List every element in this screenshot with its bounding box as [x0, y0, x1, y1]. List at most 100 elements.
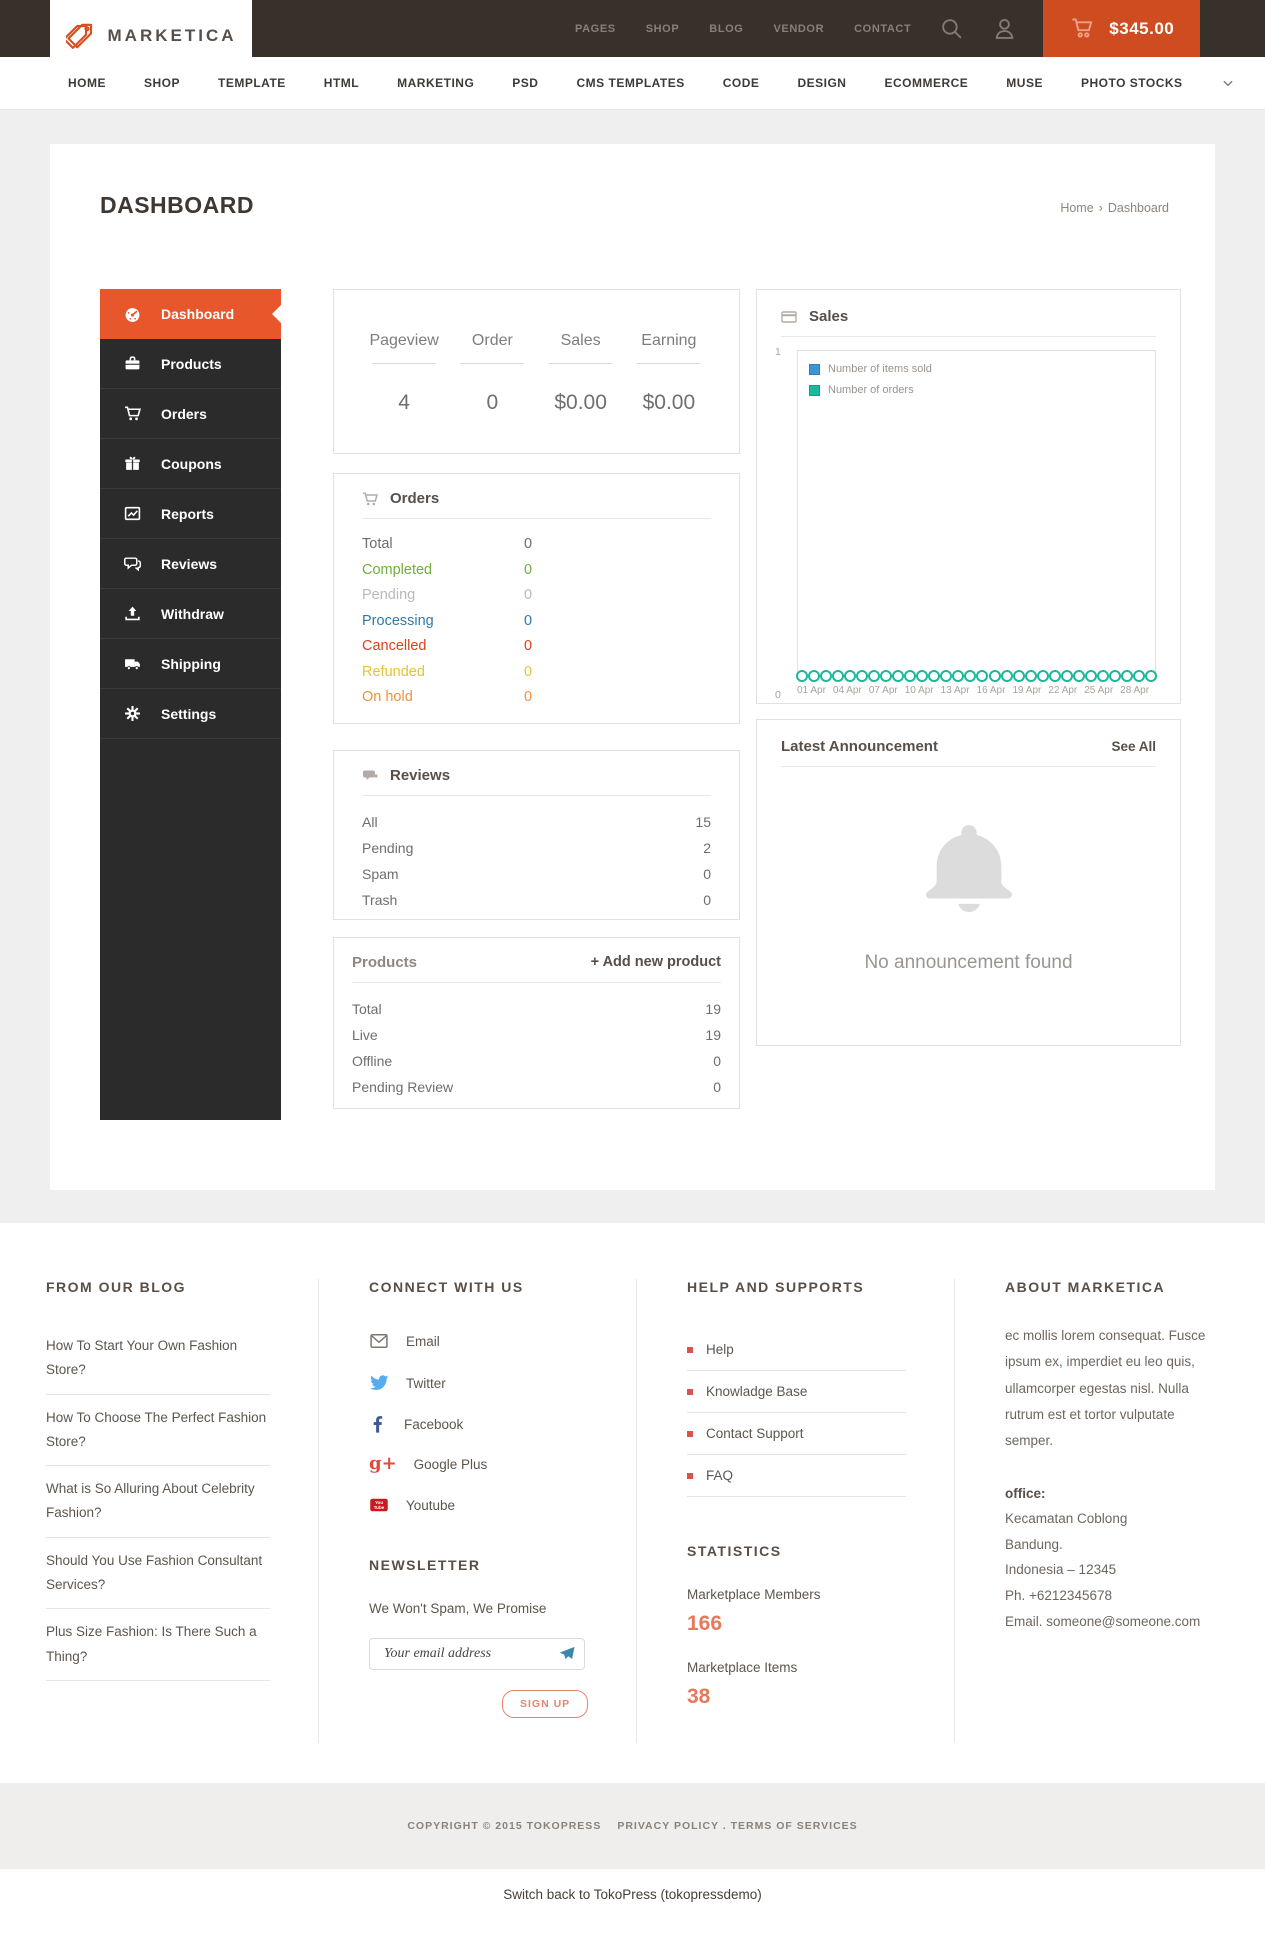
topbar-link-pages[interactable]: PAGES [575, 22, 616, 35]
social-label: Youtube [406, 1497, 456, 1513]
blog-post-link[interactable]: How To Choose The Perfect Fashion Store? [46, 1395, 270, 1467]
blog-post-link[interactable]: Should You Use Fashion Consultant Servic… [46, 1538, 270, 1610]
footer-column-title: HELP AND SUPPORTS [687, 1279, 865, 1295]
breadcrumb-separator: › [1098, 201, 1103, 215]
sidebar-item-label: Products [161, 355, 222, 372]
twitter-icon [369, 1373, 389, 1393]
cart-icon [124, 405, 141, 422]
data-point-marker [820, 670, 833, 682]
stat-value: $0.00 [642, 391, 696, 414]
review-filter-link[interactable]: All [362, 813, 378, 830]
sidebar-item-coupons[interactable]: Coupons [100, 439, 281, 489]
send-icon[interactable] [558, 1645, 576, 1663]
help-link[interactable]: Knowladge Base [687, 1371, 954, 1412]
sidebar-item-dashboard[interactable]: Dashboard [100, 289, 281, 339]
nav-html[interactable]: HTML [323, 76, 360, 90]
help-link[interactable]: FAQ [687, 1455, 954, 1496]
topbar-link-vendor[interactable]: VENDOR [773, 22, 825, 35]
square-bullet-icon [687, 1430, 693, 1437]
legend-swatch-orders [809, 384, 820, 396]
social-link-email[interactable]: Email [369, 1331, 636, 1351]
footer-column-title: CONNECT WITH US [369, 1279, 524, 1295]
divider [460, 363, 525, 364]
blog-post-link[interactable]: How To Start Your Own Fashion Store? [46, 1323, 270, 1395]
data-point-marker [1000, 670, 1013, 682]
data-point-marker [892, 670, 905, 682]
cart-button[interactable]: $345.00 [1043, 0, 1201, 57]
blog-post-link[interactable]: What is So Alluring About Celebrity Fash… [46, 1466, 270, 1538]
right-column: Sales 1 0 Number of items sold [756, 289, 1181, 1120]
nav-photo-stocks[interactable]: PHOTO STOCKS [1080, 76, 1183, 90]
address-line: Ph. +6212345678 [1005, 1588, 1112, 1604]
nav-code[interactable]: CODE [722, 76, 760, 90]
orders-panel: Orders Total 0 Completed 0 Pending 0 Proces… [333, 473, 740, 724]
admin-switch-strip: Switch back to TokoPress (tokopressdemo) [0, 1869, 1265, 1919]
divider [636, 363, 701, 364]
review-filter-link[interactable]: Spam [362, 865, 399, 882]
help-link-label: Knowladge Base [706, 1384, 808, 1399]
signup-button[interactable]: SIGN UP [502, 1690, 589, 1718]
announcement-header: Latest Announcement See All [781, 738, 1156, 755]
add-new-product-link[interactable]: + Add new product [590, 954, 721, 970]
switch-back-link[interactable]: Switch back to TokoPress (tokopressdemo) [503, 1886, 762, 1902]
product-filter-link[interactable]: Total [352, 1000, 382, 1017]
blog-post-link[interactable]: Plus Size Fashion: Is There Such a Thing… [46, 1609, 270, 1681]
topbar-link-contact[interactable]: CONTACT [854, 22, 912, 35]
data-point-marker [964, 670, 977, 682]
product-count: 0 [713, 1078, 721, 1095]
see-all-link[interactable]: See All [1111, 739, 1156, 754]
nav-template[interactable]: TEMPLATE [218, 76, 286, 90]
topbar-link-blog[interactable]: BLOG [709, 22, 744, 35]
review-filter-row: Pending 2 [362, 835, 711, 861]
nav-cms-templates[interactable]: CMS TEMPLATES [576, 76, 685, 90]
topbar-link-shop[interactable]: SHOP [645, 22, 680, 35]
review-filter-link[interactable]: Trash [362, 891, 398, 908]
nav-marketing[interactable]: MARKETING [397, 76, 475, 90]
chevron-down-icon[interactable] [1221, 76, 1235, 90]
product-filter-link[interactable]: Offline [352, 1052, 393, 1069]
help-link[interactable]: Contact Support [687, 1413, 954, 1454]
social-link-google-plus[interactable]: g+ Google Plus [369, 1455, 636, 1473]
nav-muse[interactable]: MUSE [1006, 76, 1043, 90]
stat-earning: Earning $0.00 [625, 332, 713, 453]
address-line: Kecamatan Coblong [1005, 1511, 1128, 1527]
sidebar-item-products[interactable]: Products [100, 339, 281, 389]
x-axis-tick-label: 22 Apr [1048, 685, 1078, 696]
panel-title: Orders [390, 490, 440, 507]
nav-psd[interactable]: PSD [512, 76, 539, 90]
product-filter-link[interactable]: Pending Review [352, 1078, 454, 1095]
order-status-label: On hold [362, 689, 413, 705]
sidebar-item-orders[interactable]: Orders [100, 389, 281, 439]
tag-logo-icon [65, 21, 96, 51]
sidebar-item-withdraw[interactable]: Withdraw [100, 589, 281, 639]
nav-design[interactable]: DESIGN [797, 76, 847, 90]
product-filter-link[interactable]: Live [352, 1026, 378, 1043]
sidebar-item-reports[interactable]: Reports [100, 489, 281, 539]
nav-ecommerce[interactable]: ECOMMERCE [884, 76, 969, 90]
review-filter-link[interactable]: Pending [362, 839, 414, 856]
nav-shop[interactable]: SHOP [144, 76, 181, 90]
breadcrumb-home[interactable]: Home [1060, 201, 1094, 215]
social-link-twitter[interactable]: Twitter [369, 1373, 636, 1393]
user-account-icon[interactable] [992, 16, 1017, 41]
footer-column-title: FROM OUR BLOG [46, 1279, 187, 1295]
sidebar-item-settings[interactable]: Settings [100, 689, 281, 739]
stat-label: Sales [560, 332, 601, 349]
x-axis-tick-labels: 01 Apr 04 Apr 07 Apr 10 Apr 13 Apr 16 Apr 19 A… [797, 685, 1156, 696]
social-link-youtube[interactable]: You Tube Youtube [369, 1495, 636, 1515]
reviews-panel: Reviews All 15 Pending 2 Spam 0 Trash 0 [333, 749, 740, 920]
nav-home[interactable]: HOME [68, 76, 106, 90]
divider [362, 518, 711, 519]
footer-column-title: ABOUT MARKETICA [1005, 1279, 1166, 1295]
social-link-facebook[interactable]: Facebook [369, 1415, 636, 1433]
logo[interactable]: MARKETICA [50, 0, 252, 72]
sidebar-item-reviews[interactable]: Reviews [100, 539, 281, 589]
sidebar-item-shipping[interactable]: Shipping [100, 639, 281, 689]
help-link[interactable]: Help [687, 1329, 954, 1370]
search-icon[interactable] [939, 16, 964, 41]
divider [548, 363, 613, 364]
sales-chart-panel: Sales 1 0 Number of items sold [756, 289, 1181, 704]
brand-name: MARKETICA [107, 26, 237, 45]
newsletter-email-input[interactable] [369, 1638, 585, 1670]
copyright-links[interactable]: PRIVACY POLICY . TERMS OF SERVICES [617, 1820, 858, 1832]
